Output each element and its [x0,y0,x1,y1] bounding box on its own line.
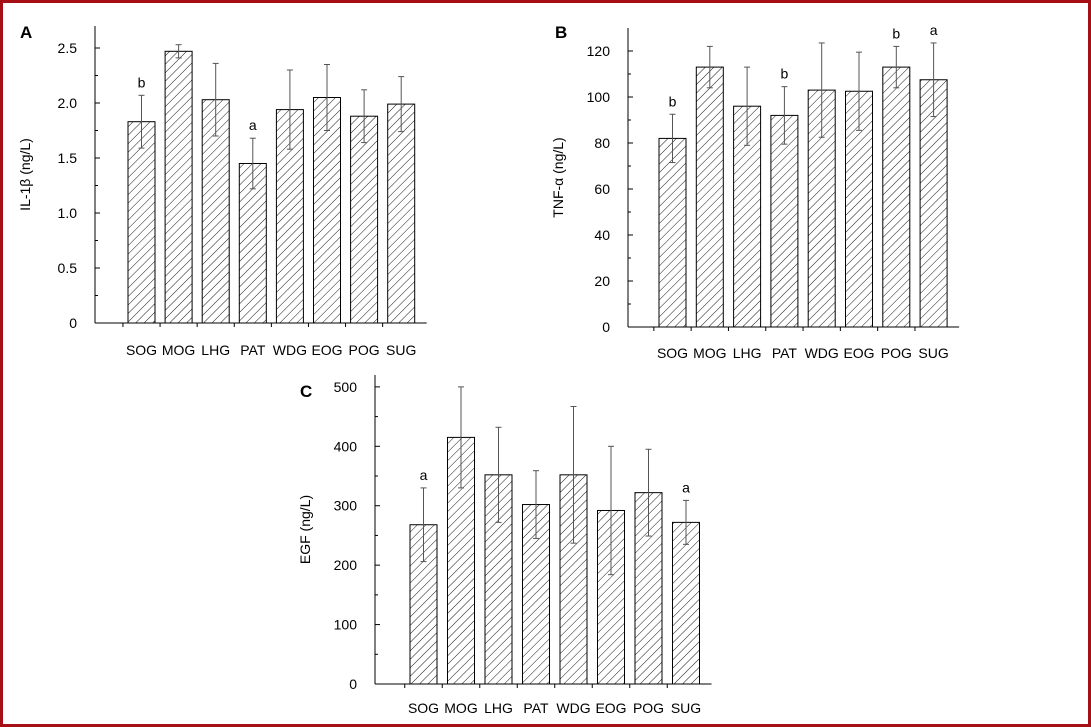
x-category-label: SOG [657,345,688,361]
x-category-label: POG [881,345,912,361]
x-category-label: PAT [240,342,266,358]
y-tick-label: 100 [587,89,611,105]
significance-letter: a [930,22,938,38]
bar-pat [238,163,267,324]
y-axis-title: EGF (ng/L) [297,495,313,564]
x-category-label: PAT [772,345,798,361]
panel-a-chart: A 0 0.5 1.0 1.5 2.0 2.5 IL-1β (ng/L) SOG b MOG LHG P… [17,23,427,358]
x-category-label: PAT [523,700,549,716]
bar-sug [387,103,416,324]
x-category-label: LHG [733,345,762,361]
x-category-label: MOG [444,700,477,716]
y-tick-label: 0 [349,676,357,692]
y-tick-label: 40 [594,227,610,243]
y-tick-label: 200 [334,557,358,573]
significance-letter: b [781,66,789,82]
x-category-label: LHG [484,700,513,716]
panel-letter: B [555,23,567,42]
bar-sog [127,121,156,324]
panel-letter: A [20,23,32,42]
bar-pat [770,114,799,328]
x-category-label: MOG [693,345,726,361]
y-axis-title: IL-1β (ng/L) [17,138,33,211]
y-tick-label: 0 [69,315,77,331]
y-axis-title: TNF-α (ng/L) [550,137,566,217]
y-tick-label: 300 [334,498,358,514]
y-tick-label: 1.0 [58,205,78,221]
x-category-label: WDG [556,700,590,716]
bar-pog [882,66,911,328]
x-category-label: SUG [918,345,948,361]
bar-sog [658,137,687,328]
bar-sug [919,79,948,328]
panel-c-chart: C 0 100 200 300 400 500 EGF (ng/L) SOG a MOG LHG PAT… [297,375,712,716]
y-tick-label: 0 [602,319,610,335]
bar-eog [313,97,341,324]
panel-letter: C [300,382,312,401]
panel-b-chart: B 0 20 40 60 80 100 120 TNF-α (ng/L) SOG b MOG LHG PA… [550,22,960,361]
significance-letter: b [892,25,900,41]
x-category-label: EOG [311,342,342,358]
significance-letter: b [669,93,677,109]
y-tick-label: 80 [594,135,610,151]
y-tick-label: 500 [334,379,358,395]
x-category-label: SUG [671,700,701,716]
bar-sug [672,521,700,685]
y-tick-label: 2.0 [58,95,78,111]
y-tick-label: 1.5 [58,150,78,166]
bar-pog [350,115,379,324]
y-tick-label: 2.5 [58,40,78,56]
x-category-label: WDG [805,345,839,361]
bar-mog [164,50,193,324]
x-category-label: SOG [408,700,439,716]
significance-letter: a [682,479,690,495]
y-tick-label: 60 [594,181,610,197]
x-category-label: POG [633,700,664,716]
x-category-label: MOG [162,342,195,358]
y-tick-label: 100 [334,617,358,633]
y-tick-label: 20 [594,273,610,289]
significance-letter: a [420,467,428,483]
x-category-label: SOG [126,342,157,358]
bar-mog [695,66,724,328]
x-category-label: POG [349,342,380,358]
significance-letter: a [249,117,257,133]
x-category-label: EOG [843,345,874,361]
x-category-label: SUG [386,342,416,358]
x-category-label: EOG [595,700,626,716]
x-category-label: WDG [273,342,307,358]
y-tick-label: 0.5 [58,260,78,276]
x-category-label: LHG [201,342,230,358]
bar-lhg [201,99,230,324]
y-tick-label: 120 [587,43,611,59]
y-tick-label: 400 [334,438,358,454]
significance-letter: b [138,74,146,90]
